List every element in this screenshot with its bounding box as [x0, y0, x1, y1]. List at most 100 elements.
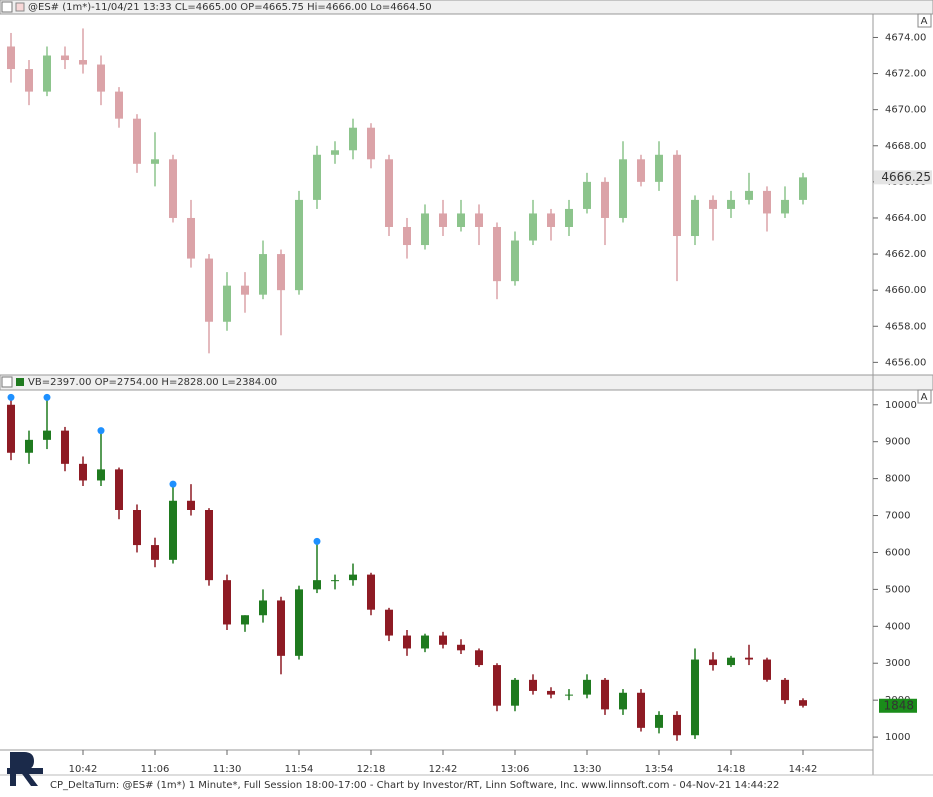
- y-tick-label: 5000: [885, 584, 910, 595]
- candle-body: [43, 55, 51, 92]
- candle-body: [187, 500, 195, 510]
- candle-body: [61, 430, 69, 464]
- candle-body: [403, 226, 411, 246]
- y-tick-label: 4674.00: [885, 32, 926, 43]
- candle-body: [583, 181, 591, 209]
- x-tick-label: 14:42: [789, 764, 818, 775]
- candle-body: [511, 240, 519, 282]
- candle-body: [79, 463, 87, 481]
- candle-body: [97, 469, 105, 481]
- candle-body: [565, 694, 573, 696]
- candle-body: [673, 154, 681, 237]
- auto-button[interactable]: [917, 13, 932, 28]
- last-value-box: [874, 170, 932, 185]
- candle-body: [439, 213, 447, 227]
- candle-body: [439, 635, 447, 645]
- candle-body: [313, 154, 321, 200]
- candle-body: [457, 644, 465, 651]
- candle-body: [115, 469, 123, 510]
- x-tick-label: 11:54: [285, 764, 314, 775]
- auto-button[interactable]: [917, 389, 932, 404]
- y-tick-label: 4668.00: [885, 141, 926, 152]
- candle-body: [25, 439, 33, 453]
- candle-body: [259, 600, 267, 616]
- y-tick-label: 7000: [885, 511, 910, 522]
- y-tick-label: 1000: [885, 732, 910, 743]
- candle-body: [61, 55, 69, 61]
- x-tick-label: 12:42: [429, 764, 458, 775]
- candle-body: [583, 679, 591, 695]
- delta-header: VB=2397.00 OP=2754.00 H=2828.00 L=2384.0…: [28, 377, 277, 388]
- candle-body: [331, 580, 339, 582]
- candle-body: [385, 159, 393, 227]
- pane-header: [0, 0, 933, 15]
- candle-body: [763, 659, 771, 680]
- candle-body: [133, 118, 141, 164]
- signal-dot: [313, 537, 321, 545]
- candle-body: [799, 177, 807, 200]
- candle-body: [43, 430, 51, 440]
- y-tick-label: 9000: [885, 437, 910, 448]
- candle-body: [727, 199, 735, 209]
- candle-body: [349, 574, 357, 581]
- y-tick-label: 4660.00: [885, 285, 926, 296]
- legend-icon: [16, 378, 24, 386]
- candle-body: [619, 692, 627, 710]
- candle-body: [673, 714, 681, 736]
- x-tick-label: 11:30: [213, 764, 242, 775]
- candle-body: [421, 635, 429, 649]
- y-tick-label: 4656.00: [885, 357, 926, 368]
- signal-dot: [43, 393, 51, 401]
- candle-body: [547, 213, 555, 227]
- candle-body: [655, 154, 663, 182]
- candle-body: [277, 600, 285, 656]
- close-button[interactable]: [1, 376, 13, 388]
- candle-body: [295, 199, 303, 291]
- candle-body: [25, 69, 33, 92]
- candle-body: [151, 159, 159, 164]
- candle-body: [277, 254, 285, 291]
- candle-body: [601, 181, 609, 218]
- footer: CP_DeltaTurn: @ES# (1m*) 1 Minute*, Full…: [50, 780, 779, 791]
- logo: [7, 752, 43, 786]
- candle-body: [115, 91, 123, 119]
- candle-body: [547, 690, 555, 695]
- candle-body: [781, 679, 789, 701]
- candle-body: [421, 213, 429, 246]
- x-tick-label: 13:54: [645, 764, 674, 775]
- candle-body: [745, 190, 753, 200]
- y-tick-label: 4670.00: [885, 105, 926, 116]
- candle-body: [331, 150, 339, 155]
- y-tick-label: 4672.00: [885, 69, 926, 80]
- candle-body: [205, 510, 213, 581]
- candle-body: [367, 127, 375, 160]
- candle-body: [133, 510, 141, 546]
- y-tick-label: 4658.00: [885, 321, 926, 332]
- signal-dot: [169, 480, 177, 488]
- candle-body: [763, 190, 771, 214]
- candle-body: [169, 500, 177, 560]
- auto-button-label: A: [921, 16, 928, 27]
- candle-body: [241, 285, 249, 295]
- candle-body: [7, 46, 15, 70]
- last-value-label: 4666.25: [881, 170, 931, 184]
- y-tick-label: 3000: [885, 658, 910, 669]
- signal-dot: [7, 393, 15, 401]
- candle-body: [475, 213, 483, 227]
- y-tick-label: 8000: [885, 474, 910, 485]
- candle-body: [529, 213, 537, 241]
- y-tick-label: 10000: [885, 400, 917, 411]
- candle-body: [565, 208, 573, 227]
- candle-body: [259, 254, 267, 295]
- x-tick-label: 13:30: [573, 764, 602, 775]
- x-tick-label: 12:18: [357, 764, 386, 775]
- x-tick-label: 11:06: [141, 764, 170, 775]
- close-button[interactable]: [1, 1, 13, 13]
- candle-body: [241, 615, 249, 625]
- candle-body: [349, 127, 357, 151]
- candle-body: [799, 700, 807, 706]
- auto-button-label: A: [921, 392, 928, 403]
- x-tick-label: 10:42: [69, 764, 98, 775]
- y-tick-label: 4664.00: [885, 213, 926, 224]
